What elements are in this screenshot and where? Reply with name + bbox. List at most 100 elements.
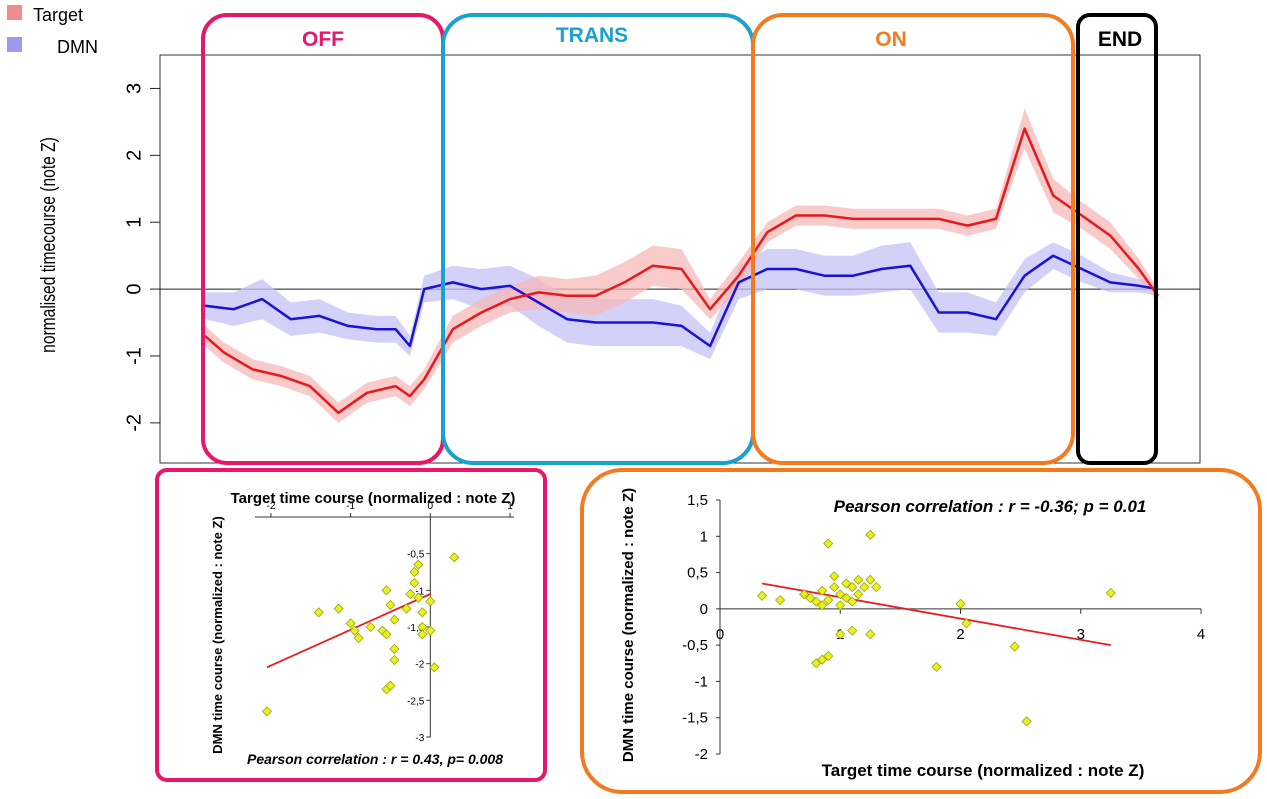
on-scatter-x-tick-label: 4	[1197, 626, 1205, 643]
on-scatter-x-tick-label: 3	[1077, 626, 1085, 643]
off-scatter-point	[365, 621, 376, 633]
off-scatter-point	[345, 618, 356, 629]
off-scatter-point	[385, 680, 396, 691]
timecourse-y-tick-label: 2	[123, 150, 145, 161]
on-scatter-point	[817, 585, 828, 596]
off-scatter-point	[413, 592, 424, 603]
on-scatter-point	[1105, 587, 1116, 598]
on-correlation-panel: Pearson correlation : r = -0.36; p = 0.0…	[580, 468, 1262, 794]
off-scatter-y-tick-label: -3	[415, 733, 424, 744]
on-scatter-y-tick-label: 1	[700, 528, 708, 545]
on-scatter-point	[799, 589, 810, 600]
on-scatter-point	[865, 574, 876, 585]
on-scatter-point	[961, 618, 972, 629]
off-scatter-y-tick-label: -2,5	[407, 696, 425, 707]
on-scatter-point	[805, 592, 816, 604]
off-scatter-x-tick-label: 1	[507, 501, 513, 512]
on-scatter-point	[829, 571, 840, 582]
off-scatter-point	[413, 559, 424, 570]
off-scatter-x-tick-label: -1	[346, 501, 355, 512]
off-scatter-point	[425, 625, 436, 636]
on-scatter-point	[1009, 641, 1020, 652]
off-scatter-x-tick-label: -2	[266, 501, 275, 512]
on-scatter-point	[757, 590, 768, 601]
off-scatter-point	[449, 552, 460, 563]
on-scatter-point	[811, 658, 822, 669]
phase-label-end: END	[1098, 28, 1142, 51]
off-scatter-x-tick-label: 0	[428, 501, 434, 512]
on-scatter-point	[823, 538, 834, 549]
off-scatter-point	[409, 577, 420, 589]
on-scatter-plot: 1,510,50-0,5-1-1,5-201234	[682, 492, 1205, 763]
on-scatter-x-tick-label: 0	[716, 626, 724, 643]
off-scatter-point	[313, 607, 324, 618]
on-scatter-point	[859, 582, 870, 593]
off-scatter-point	[401, 603, 412, 614]
dmn-series-line	[204, 254, 1159, 348]
on-scatter-point	[835, 629, 846, 640]
on-panel-frame	[580, 468, 1262, 794]
legend-label-target: Target	[33, 5, 83, 25]
phase-label-trans: TRANS	[556, 24, 628, 47]
timecourse-series	[204, 108, 1160, 423]
on-scatter-y-tick-label: 1,5	[687, 492, 708, 509]
on-scatter-y-tick-label: -2	[695, 746, 708, 763]
off-scatter-y-tick-label: -0,5	[407, 550, 425, 561]
on-scatter-point	[823, 650, 834, 662]
off-scatter-point	[417, 607, 428, 618]
on-scatter-point	[829, 582, 840, 593]
on-scatter-point	[823, 595, 834, 606]
legend-label-dmn: DMN	[57, 37, 98, 57]
off-scatter-y-tick-label: -1,5	[407, 623, 425, 634]
off-scatter-point	[333, 603, 344, 614]
off-scatter-point	[389, 654, 400, 666]
legend: Target DMN	[7, 5, 98, 57]
on-scatter-point	[931, 661, 942, 672]
on-scatter-point	[847, 596, 858, 607]
timecourse-y-axis: -2 -1 0 1 2 3	[123, 83, 161, 432]
on-scatter-point	[835, 589, 846, 600]
off-scatter-point	[385, 599, 396, 611]
on-scatter-point	[841, 592, 852, 604]
on-scatter-point	[775, 595, 786, 606]
phase-box-on	[751, 13, 1075, 465]
phase-boxes: OFF TRANS ON END	[201, 13, 1158, 465]
off-scatter-point	[429, 662, 440, 673]
on-scatter-point	[955, 598, 966, 609]
phase-label-on: ON	[875, 28, 907, 51]
off-scatter-plot: -2 -1 0 1 -0,5 -1 -1,5 -2 -2,5 -3	[255, 501, 514, 744]
off-scatter-y-tick-label: -1	[415, 586, 424, 597]
on-scatter-point	[847, 625, 858, 636]
off-correlation-panel: Target time course (normalized : note Z)…	[155, 468, 547, 782]
phase-box-end	[1076, 13, 1158, 465]
on-scatter-point	[811, 596, 822, 607]
off-scatter-y-tick-label: -2	[415, 660, 424, 671]
off-scatter-pearson-annotation: Pearson correlation : r = 0.43, p= 0.008	[247, 751, 503, 767]
off-scatter-point	[409, 566, 420, 578]
phase-label-off: OFF	[302, 28, 344, 51]
timecourse-y-tick-label: 1	[123, 217, 145, 228]
legend-swatch-target	[7, 5, 22, 20]
on-scatter-point	[1021, 716, 1032, 727]
on-scatter-pearson-annotation: Pearson correlation : r = -0.36; p = 0.0…	[834, 497, 1147, 516]
off-scatter-point	[389, 643, 400, 655]
on-scatter-y-tick-label: -1	[695, 673, 708, 690]
off-scatter-point	[381, 629, 392, 640]
off-scatter-point	[261, 706, 273, 717]
off-regression-line	[266, 593, 431, 669]
on-scatter-y-tick-label: -1,5	[682, 710, 708, 727]
on-scatter-y-tick-label: 0,5	[687, 565, 708, 582]
off-scatter-point	[425, 596, 436, 607]
target-series-line	[204, 127, 1160, 415]
timecourse-y-tick-label: -2	[123, 414, 145, 432]
off-scatter-y-label: DMN time course (normalized : note Z)	[210, 516, 225, 754]
on-scatter-point	[835, 600, 846, 611]
on-scatter-point	[847, 582, 858, 593]
on-scatter-point	[865, 629, 876, 640]
timecourse-y-tick-label: -1	[123, 347, 145, 365]
off-scatter-point	[417, 629, 428, 640]
timecourse-chart: -2 -1 0 1 2 3 normalised timecourse (note Z)	[37, 54, 1201, 464]
on-scatter-point	[871, 582, 882, 593]
on-scatter-point	[865, 529, 876, 540]
